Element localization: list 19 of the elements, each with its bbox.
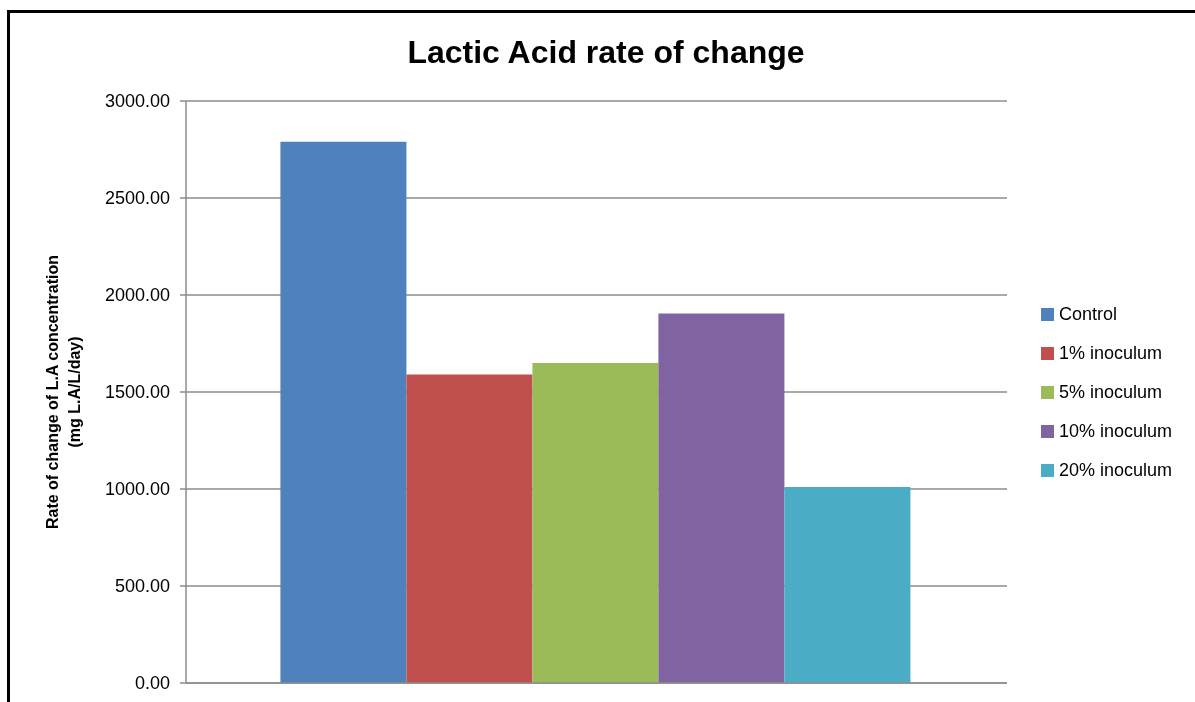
legend-label: 10% inoculum [1059,420,1173,442]
y-tick-label: 1500.00 [104,382,170,403]
y-tick-label: 2500.00 [104,188,170,209]
bar [532,362,659,683]
bar [784,487,911,683]
bar [280,141,407,683]
chart-title: Lactic Acid rate of change [406,34,806,70]
y-tick-label: 1000.00 [104,479,170,500]
y-axis-title: Rate of change of L.A concentration (mg L.A/L/day) [43,254,83,530]
legend-label: Control [1059,303,1118,325]
y-tick-label: 500.00 [114,576,170,597]
y-tick-label: 2000.00 [104,285,170,306]
bar [658,313,785,683]
bar [406,374,533,683]
legend-label: 20% inoculum [1059,459,1173,481]
y-tick-label: 3000.00 [104,91,170,112]
legend-label: 1% inoculum [1059,342,1163,364]
legend-label: 5% inoculum [1059,381,1163,403]
y-tick-label: 0.00 [134,673,170,694]
